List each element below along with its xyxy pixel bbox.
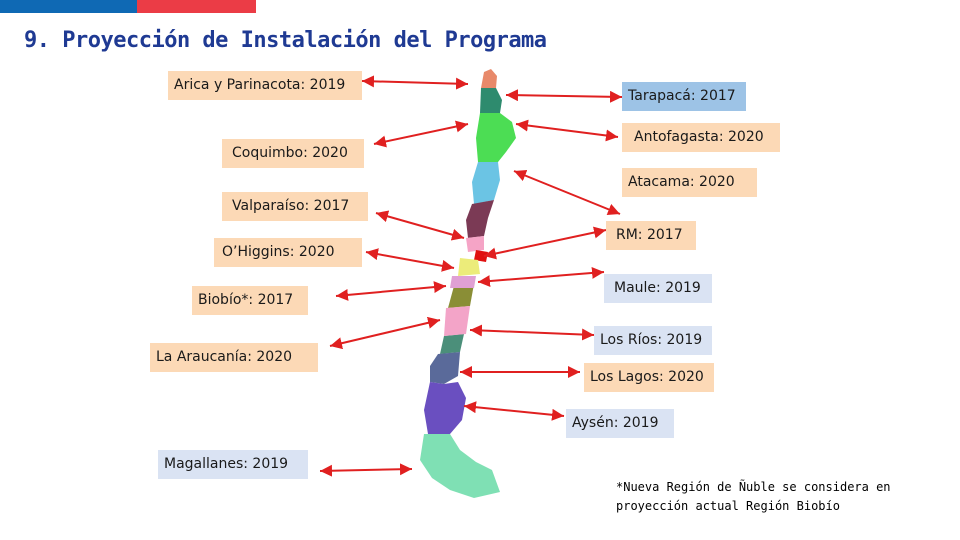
region-coquimbo [466, 200, 494, 238]
label-araucania: La Araucanía: 2020 [150, 343, 318, 372]
arrow-arica [361, 75, 469, 90]
label-losrios: Los Ríos: 2019 [594, 326, 712, 355]
region-antofagasta [476, 113, 516, 162]
region-arica [481, 69, 497, 88]
connector-arrows [319, 75, 623, 477]
label-antofagasta: Antofagasta: 2020 [622, 123, 780, 152]
brand-bar-red [137, 0, 256, 13]
label-magallanes: Magallanes: 2019 [158, 450, 308, 479]
region-loslagos [430, 352, 460, 384]
label-aysen: Aysén: 2019 [566, 409, 674, 438]
region-araucania [440, 334, 464, 354]
page-title: 9. Proyección de Instalación del Program… [24, 28, 547, 53]
arrow-tarapaca [505, 89, 623, 103]
region-magallanes [420, 434, 500, 498]
arrow-valparaiso [375, 210, 465, 241]
label-coquimbo: Coquimbo: 2020 [222, 139, 364, 168]
label-atacama: Atacama: 2020 [622, 168, 757, 197]
arrow-araucania [329, 316, 441, 350]
label-valparaiso: Valparaíso: 2017 [222, 192, 368, 221]
label-ohiggins: O’Higgins: 2020 [214, 238, 362, 267]
arrow-rm [483, 226, 607, 260]
region-valparaiso [466, 236, 484, 252]
region-maule [448, 284, 474, 308]
label-maule: Maule: 2019 [604, 274, 712, 303]
region-aysen [424, 382, 466, 434]
arrow-maule [477, 266, 605, 288]
arrow-coquimbo [373, 120, 469, 148]
arrow-ohiggins [365, 248, 455, 272]
label-biobio: Biobío*: 2017 [192, 286, 308, 315]
region-ohiggins [458, 258, 480, 276]
footnote-line-2: proyección actual Región Biobío [616, 499, 840, 513]
arrow-atacama [513, 169, 621, 216]
label-rm: RM: 2017 [606, 221, 696, 250]
label-arica: Arica y Parinacota: 2019 [168, 71, 362, 100]
footnote: *Nueva Región de Ñuble se considera en p… [616, 478, 916, 516]
arrow-biobio [335, 281, 447, 301]
label-tarapaca: Tarapacá: 2017 [622, 82, 746, 111]
region-tarapaca [480, 88, 502, 113]
arrow-aysen [463, 401, 565, 421]
footnote-line-1: *Nueva Región de Ñuble se considera en [616, 480, 891, 494]
chile-map [420, 69, 516, 498]
region-atacama [472, 162, 500, 204]
arrow-magallanes [319, 463, 413, 477]
arrow-losrios [469, 324, 595, 341]
label-loslagos: Los Lagos: 2020 [584, 363, 714, 392]
arrow-antofagasta [515, 119, 619, 142]
region-biobio [450, 276, 476, 288]
region-losrios [444, 306, 470, 336]
brand-bar-blue [0, 0, 137, 13]
